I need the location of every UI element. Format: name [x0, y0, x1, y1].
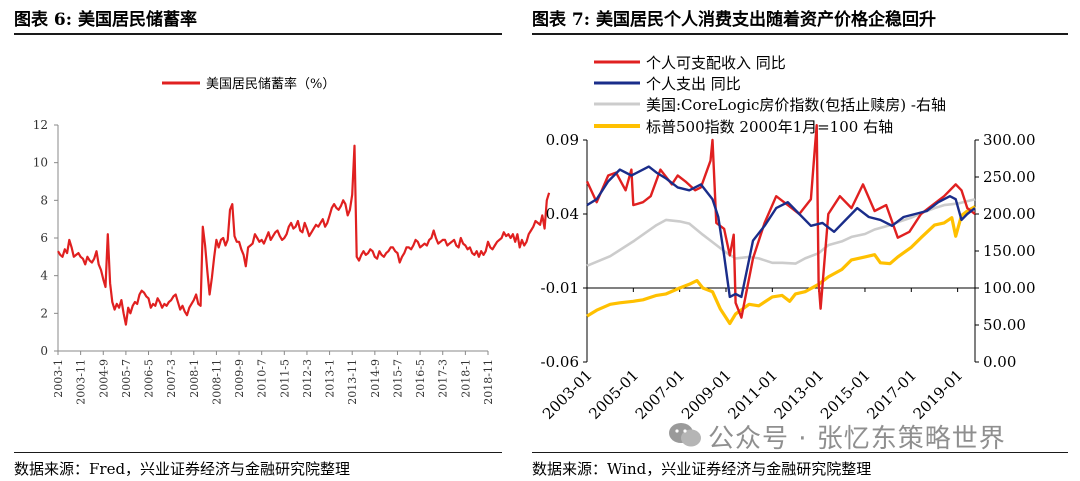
right-title-rule	[532, 33, 1068, 35]
left-y-tick-label: -0.01	[541, 279, 579, 297]
x-tick-label: 2006-5	[143, 359, 156, 398]
x-tick-label: 2009-01	[678, 366, 735, 423]
series-line-series-2	[586, 165, 976, 299]
legend-label-house-price: 美国:CoreLogic房价指数(包括止赎房) -右轴	[646, 96, 946, 114]
legend-label-income: 个人可支配收入 同比	[646, 54, 786, 72]
x-tick-label: 2014-9	[369, 359, 382, 398]
y-tick-label: 4	[40, 269, 48, 283]
x-tick-label: 2004-9	[97, 359, 110, 398]
right-y-tick-label: 100.00	[983, 279, 1036, 297]
x-tick-label: 2010-7	[256, 359, 269, 398]
x-tick-label: 2009-9	[233, 359, 246, 398]
x-tick-label: 2007-01	[632, 366, 689, 423]
series-line-savings-rate	[57, 144, 551, 326]
right-y-tick-label: 50.00	[983, 316, 1026, 334]
x-tick-label: 2008-1	[188, 359, 201, 398]
x-tick-label: 2019-01	[910, 366, 967, 423]
x-tick-label: 2011-01	[724, 366, 781, 423]
right-y-tick-label: 200.00	[983, 205, 1036, 223]
left-y-tick-label: -0.06	[541, 353, 579, 371]
x-tick-label: 2005-01	[585, 366, 642, 423]
x-tick-label: 2003-1	[52, 359, 65, 398]
y-tick-label: 2	[40, 306, 48, 320]
left-y-tick-label: 0.04	[546, 205, 579, 223]
chart-series	[57, 144, 551, 326]
right-y-tick-label: 0.00	[983, 353, 1016, 371]
right-y-tick-label: 300.00	[983, 131, 1036, 149]
chart-legend: 美国居民储蓄率（%）	[162, 76, 335, 92]
x-tick-label: 2003-01	[539, 366, 596, 423]
left-title-rule	[14, 33, 502, 35]
left-source-note: 数据来源：Fred，兴业证券经济与金融研究院整理	[14, 460, 351, 478]
chart-series	[585, 123, 976, 326]
series-line-series-1	[585, 123, 976, 319]
x-tick-label: 2015-01	[817, 366, 874, 423]
x-tick-label: 2008-11	[210, 359, 223, 405]
x-tick-label: 2011-5	[278, 359, 291, 398]
x-tick-label: 2018-1	[459, 359, 472, 398]
y-tick-label: 8	[40, 193, 48, 207]
chart-axes: 0 2 4 6 8 10 12 2003-1 2003-11 2004-9 2005-7 2006-5…	[33, 118, 495, 405]
x-tick-label: 2013-01	[771, 366, 828, 423]
x-tick-label: 2016-5	[414, 359, 427, 398]
left-source-rule	[14, 452, 502, 453]
x-tick-label: 2012-3	[301, 359, 314, 398]
series-line-series-3	[586, 197, 976, 268]
consumption-asset-chart: 个人可支配收入 同比 个人支出 同比 美国:CoreLogic房价指数(包括止赎…	[539, 54, 1036, 423]
right-y-tick-label: 150.00	[983, 242, 1036, 260]
left-y-tick-label: 0.09	[546, 131, 579, 149]
chart-legend: 个人可支配收入 同比 个人支出 同比 美国:CoreLogic房价指数(包括止赎…	[594, 54, 946, 136]
legend-label-savings-rate: 美国居民储蓄率（%）	[206, 76, 335, 92]
y-tick-label: 10	[33, 156, 48, 170]
right-source-rule	[532, 452, 1068, 453]
y-tick-label: 6	[40, 231, 48, 245]
x-tick-label: 2017-3	[437, 359, 450, 398]
watermark-text: 公众号 · 张忆东策略世界	[708, 424, 1006, 454]
savings-rate-chart: 美国居民储蓄率（%） 0 2 4 6 8 10 12 2003-1 2003-11 2004-9 2…	[33, 76, 551, 405]
x-tick-label: 2003-11	[75, 359, 88, 405]
x-tick-label: 2013-11	[346, 359, 359, 405]
x-tick-label: 2018-11	[482, 359, 495, 405]
left-chart-title: 图表 6: 美国居民储蓄率	[14, 10, 197, 30]
x-tick-label: 2017-01	[863, 366, 920, 423]
legend-label-spending: 个人支出 同比	[646, 75, 741, 93]
y-tick-label: 12	[33, 118, 48, 132]
series-line-series-4	[586, 205, 976, 326]
x-tick-label: 2007-3	[165, 359, 178, 398]
right-y-tick-label: 250.00	[983, 168, 1036, 186]
x-tick-label: 2013-1	[324, 359, 337, 398]
x-tick-label: 2015-7	[391, 359, 404, 398]
right-source-note: 数据来源：Wind，兴业证券经济与金融研究院整理	[532, 460, 872, 478]
y-tick-label: 0	[40, 344, 48, 358]
x-tick-label: 2005-7	[120, 359, 133, 398]
wechat-icon	[669, 423, 701, 447]
legend-label-sp500: 标普500指数 2000年1月=100 右轴	[646, 118, 893, 136]
right-chart-title: 图表 7: 美国居民个人消费支出随着资产价格企稳回升	[532, 10, 936, 30]
